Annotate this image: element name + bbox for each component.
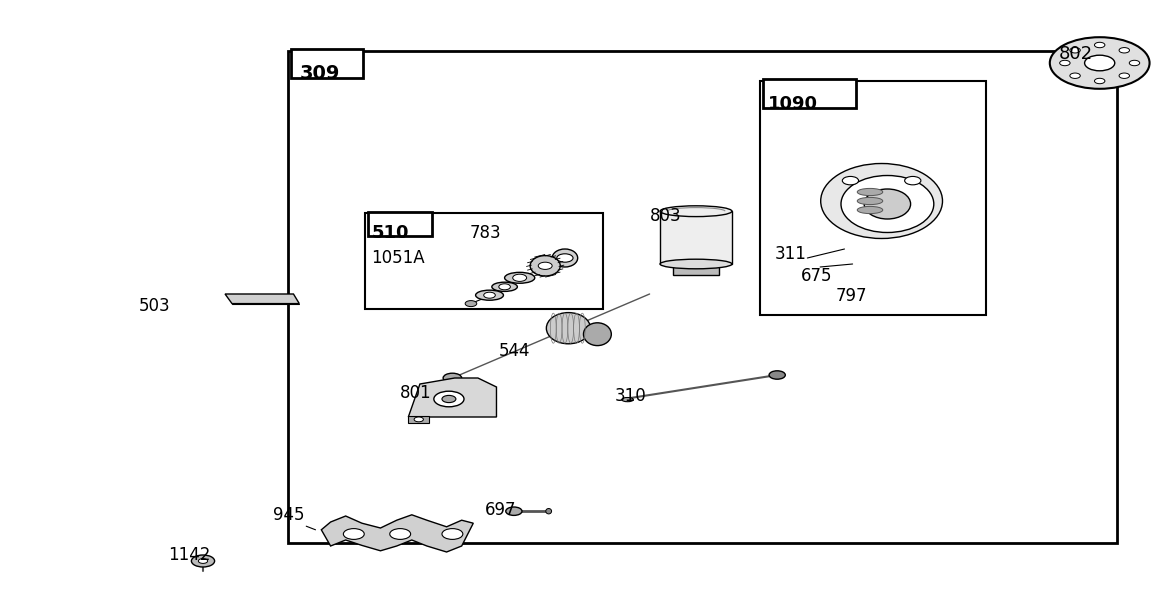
Circle shape <box>390 529 411 539</box>
Ellipse shape <box>545 509 551 514</box>
Bar <box>673 262 719 275</box>
Circle shape <box>442 529 463 539</box>
Circle shape <box>1119 47 1130 53</box>
Ellipse shape <box>622 397 633 402</box>
Ellipse shape <box>530 256 560 276</box>
Text: 1051A: 1051A <box>371 249 425 267</box>
Circle shape <box>442 395 456 403</box>
Polygon shape <box>408 378 496 417</box>
Bar <box>368 212 432 236</box>
Text: 797: 797 <box>835 287 867 305</box>
Circle shape <box>1094 42 1104 48</box>
Bar <box>760 81 986 315</box>
Ellipse shape <box>660 259 732 269</box>
Ellipse shape <box>583 323 611 346</box>
Circle shape <box>1070 73 1080 79</box>
Text: 697: 697 <box>485 501 516 519</box>
Ellipse shape <box>505 272 535 283</box>
Bar <box>288 51 1117 543</box>
Ellipse shape <box>857 188 883 196</box>
Circle shape <box>538 262 552 269</box>
Circle shape <box>557 254 573 262</box>
Ellipse shape <box>857 206 883 214</box>
Circle shape <box>414 417 423 422</box>
Ellipse shape <box>546 313 590 344</box>
Text: 503: 503 <box>139 297 171 315</box>
Text: 675: 675 <box>800 267 832 285</box>
Text: 801: 801 <box>400 384 432 402</box>
Circle shape <box>1085 55 1115 71</box>
Polygon shape <box>321 515 473 552</box>
Circle shape <box>443 373 462 383</box>
Text: 510: 510 <box>371 224 408 242</box>
Circle shape <box>1059 60 1070 66</box>
Circle shape <box>513 274 527 281</box>
Circle shape <box>1119 73 1130 79</box>
Circle shape <box>905 176 921 185</box>
Text: 1142: 1142 <box>168 546 211 564</box>
Text: 1090: 1090 <box>768 95 818 113</box>
Ellipse shape <box>864 189 911 219</box>
Ellipse shape <box>476 290 503 300</box>
Text: 309: 309 <box>299 64 340 83</box>
Circle shape <box>506 507 522 515</box>
Bar <box>408 416 429 423</box>
Circle shape <box>198 559 208 563</box>
Text: 802: 802 <box>1059 45 1093 63</box>
Text: 945: 945 <box>273 506 304 524</box>
Circle shape <box>343 529 364 539</box>
Ellipse shape <box>552 249 578 267</box>
Text: 803: 803 <box>650 207 681 225</box>
Circle shape <box>1050 37 1150 89</box>
Bar <box>365 213 603 309</box>
Circle shape <box>769 371 785 379</box>
Circle shape <box>499 284 510 290</box>
Text: 544: 544 <box>499 342 530 360</box>
Ellipse shape <box>660 206 732 217</box>
Circle shape <box>191 555 215 567</box>
Text: 783: 783 <box>470 224 501 242</box>
Bar <box>763 79 856 108</box>
Circle shape <box>842 176 858 185</box>
Ellipse shape <box>857 197 883 205</box>
Circle shape <box>484 292 495 298</box>
Circle shape <box>434 391 464 407</box>
Ellipse shape <box>492 282 517 292</box>
Bar <box>291 49 363 78</box>
Ellipse shape <box>841 175 934 232</box>
Text: 310: 310 <box>615 387 646 405</box>
Polygon shape <box>225 294 299 304</box>
Circle shape <box>1070 47 1080 53</box>
Circle shape <box>1094 78 1104 84</box>
Bar <box>660 211 732 264</box>
Text: 311: 311 <box>775 245 806 263</box>
Ellipse shape <box>821 163 942 238</box>
Circle shape <box>465 301 477 307</box>
Circle shape <box>1130 60 1139 66</box>
